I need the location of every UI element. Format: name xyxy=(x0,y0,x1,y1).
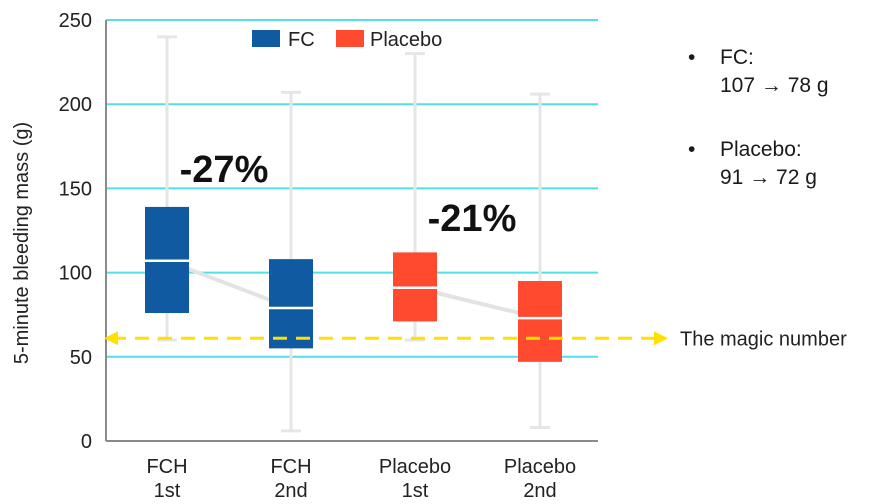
axes: 0 50 100 150 200 250 FCH 1st FCH 2nd Placebo 1st Pla… xyxy=(59,10,598,502)
bullet-icon: • xyxy=(688,46,696,69)
median-connectors xyxy=(166,258,541,321)
x-tick-label: FCH 1st xyxy=(146,456,187,502)
boxes xyxy=(145,206,562,362)
annotations: -27% -21% xyxy=(180,149,517,240)
x-tick-label: FCH 2nd xyxy=(270,456,311,502)
legend-label: FC xyxy=(288,29,315,51)
y-tick-label: 50 xyxy=(70,347,92,369)
legend-swatch xyxy=(252,30,280,47)
bullet-icon: • xyxy=(688,138,696,161)
box xyxy=(518,281,562,362)
legend: FC Placebo xyxy=(252,29,442,51)
note-fc-text: FC: 107 → 78 g xyxy=(720,46,829,97)
legend-label: Placebo xyxy=(370,29,442,51)
y-tick-label: 0 xyxy=(81,431,92,453)
y-tick-label: 150 xyxy=(59,178,92,200)
percent-change-annotation: -21% xyxy=(428,198,517,240)
note-placebo: • Placebo: 91 → 72 g xyxy=(688,136,868,192)
note-fc: • FC: 107 → 78 g xyxy=(688,44,868,100)
reference-line: The magic number xyxy=(104,328,847,350)
x-tick-label: Placebo 2nd xyxy=(504,456,576,502)
note-placebo-text: Placebo: 91 → 72 g xyxy=(720,138,817,189)
legend-swatch xyxy=(336,30,364,47)
y-tick-label: 250 xyxy=(59,10,92,32)
y-tick-label: 200 xyxy=(59,94,92,116)
reference-line-label: The magic number xyxy=(680,328,847,350)
x-tick-label: Placebo 1st xyxy=(379,456,451,502)
y-axis-label: 5-minute bleeding mass (g) xyxy=(11,122,33,364)
arrow-right-icon xyxy=(654,331,668,346)
percent-change-annotation: -27% xyxy=(180,149,269,191)
summary-notes: • FC: 107 → 78 g • Placebo: 91 → 72 g xyxy=(688,44,868,228)
y-tick-label: 100 xyxy=(59,263,92,285)
arrow-left-icon xyxy=(104,331,118,346)
box xyxy=(269,259,313,349)
